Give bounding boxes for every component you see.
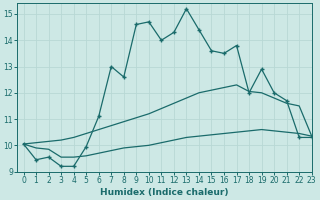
X-axis label: Humidex (Indice chaleur): Humidex (Indice chaleur): [100, 188, 229, 197]
